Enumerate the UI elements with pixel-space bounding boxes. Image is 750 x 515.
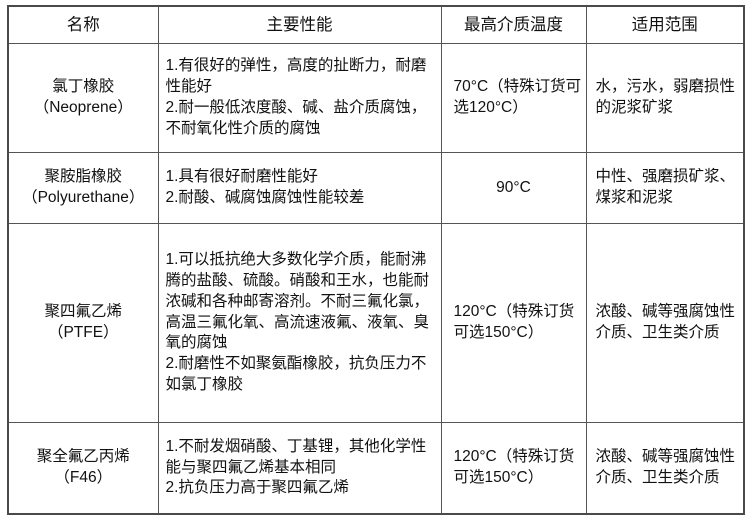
cell-material-name: 聚全氟乙丙烯 （F46） <box>7 422 159 515</box>
cell-application-scope: 浓酸、碱等强腐蚀性介质、卫生类介质 <box>585 422 745 515</box>
table-row: 氯丁橡胶 （Neoprene） 1.有很好的弹性，高度的扯断力，耐磨性能好 2.… <box>7 43 745 153</box>
cell-performance: 1.不耐发烟硝酸、丁基锂，其他化学性能与聚四氟乙烯基本相同 2.抗负压力高于聚四… <box>157 422 442 515</box>
cell-material-name: 氯丁橡胶 （Neoprene） <box>7 43 159 153</box>
cell-application-scope: 浓酸、碱等强腐蚀性介质、卫生类介质 <box>585 223 745 423</box>
cell-performance: 1.可以抵抗绝大多数化学介质，能耐沸腾的盐酸、硫酸。硝酸和王水，也能耐浓碱和各种… <box>157 223 442 423</box>
column-header-name: 名称 <box>7 5 159 44</box>
table-header-row: 名称 主要性能 最高介质温度 适用范围 <box>7 5 745 44</box>
table-row: 聚胺脂橡胶 （Polyurethane） 1.具有很好耐磨性能好 2.耐酸、碱腐… <box>7 152 745 224</box>
column-header-application-scope: 适用范围 <box>585 5 745 44</box>
cell-max-temperature: 120°C（特殊订货可选150°C） <box>440 422 587 515</box>
table-row: 聚全氟乙丙烯 （F46） 1.不耐发烟硝酸、丁基锂，其他化学性能与聚四氟乙烯基本… <box>7 422 745 515</box>
cell-performance: 1.有很好的弹性，高度的扯断力，耐磨性能好 2.耐一般低浓度酸、碱、盐介质腐蚀，… <box>157 43 442 153</box>
column-header-max-temperature: 最高介质温度 <box>440 5 587 44</box>
table-body: 氯丁橡胶 （Neoprene） 1.有很好的弹性，高度的扯断力，耐磨性能好 2.… <box>7 43 745 515</box>
table-row: 聚四氟乙烯 （PTFE） 1.可以抵抗绝大多数化学介质，能耐沸腾的盐酸、硫酸。硝… <box>7 223 745 423</box>
lining-material-spec-table: 名称 主要性能 最高介质温度 适用范围 氯丁橡胶 （Neoprene） 1.有很… <box>7 5 745 515</box>
cell-application-scope: 水，污水，弱磨损性的泥浆矿浆 <box>585 43 745 153</box>
table-header: 名称 主要性能 最高介质温度 适用范围 <box>7 5 745 44</box>
cell-max-temperature: 120°C（特殊订货可选150°C） <box>440 223 587 423</box>
cell-max-temperature: 70°C（特殊订货可选120°C） <box>440 43 587 153</box>
cell-material-name: 聚胺脂橡胶 （Polyurethane） <box>7 152 159 224</box>
cell-application-scope: 中性、强磨损矿浆、煤浆和泥浆 <box>585 152 745 224</box>
cell-max-temperature: 90°C <box>440 152 587 224</box>
column-header-performance: 主要性能 <box>157 5 442 44</box>
spec-table-sheet: 名称 主要性能 最高介质温度 适用范围 氯丁橡胶 （Neoprene） 1.有很… <box>7 5 745 515</box>
cell-material-name: 聚四氟乙烯 （PTFE） <box>7 223 159 423</box>
cell-performance: 1.具有很好耐磨性能好 2.耐酸、碱腐蚀腐蚀性能较差 <box>157 152 442 224</box>
